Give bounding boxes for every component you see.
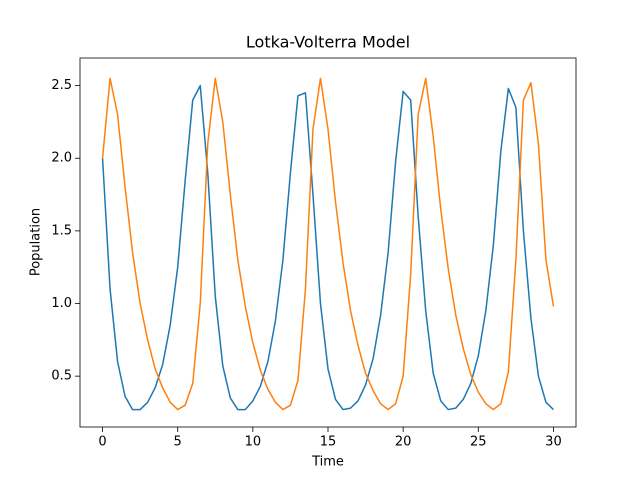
series-line xyxy=(101,84,554,411)
series-line xyxy=(101,77,555,411)
x-tick-label: 5 xyxy=(174,435,182,450)
x-tick-label: 25 xyxy=(470,435,487,450)
y-tick-label: 1.5 xyxy=(51,223,72,238)
x-tick-label: 30 xyxy=(545,435,562,450)
x-tick-label: 20 xyxy=(395,435,412,450)
x-tick-label: 0 xyxy=(98,435,106,450)
x-tick-label: 15 xyxy=(320,435,337,450)
y-axis-label: Population xyxy=(29,208,44,276)
chart-title: Lotka-Volterra Model xyxy=(246,33,410,52)
y-tick-label: 1.0 xyxy=(51,296,72,311)
y-tick-label: 2.0 xyxy=(51,151,72,166)
x-axis-label: Time xyxy=(311,455,344,470)
y-tick-label: 0.5 xyxy=(51,369,72,384)
y-tick-label: 2.5 xyxy=(51,78,72,93)
x-tick-label: 10 xyxy=(245,435,262,450)
